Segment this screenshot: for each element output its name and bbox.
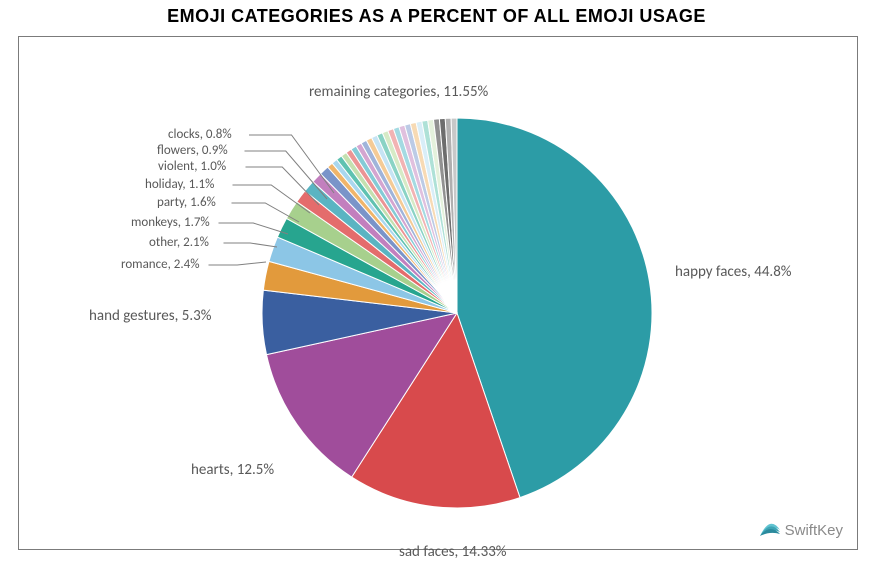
slice-label: sad faces, 14.33% xyxy=(399,543,507,561)
slice-label: clocks, 0.8% xyxy=(168,127,232,142)
slice-label: other, 2.1% xyxy=(149,235,209,250)
attribution-text: SwiftKey xyxy=(785,522,843,539)
slice-label: romance, 2.4% xyxy=(121,257,200,272)
slice-label: party, 1.6% xyxy=(157,195,216,210)
slice-label: hearts, 12.5% xyxy=(191,461,274,479)
slice-label: remaining categories, 11.55% xyxy=(309,83,488,101)
slice-label: violent, 1.0% xyxy=(158,159,226,174)
slice-label: happy faces, 44.8% xyxy=(675,263,792,281)
leader-line xyxy=(219,223,289,234)
attribution: SwiftKey xyxy=(759,521,843,539)
swiftkey-icon xyxy=(759,521,781,539)
slice-label: holiday, 1.1% xyxy=(145,177,214,192)
pie-chart xyxy=(19,37,857,549)
slice-label: hand gestures, 5.3% xyxy=(89,307,211,325)
chart-frame: happy faces, 44.8%sad faces, 14.33%heart… xyxy=(18,36,858,550)
chart-title: EMOJI CATEGORIES AS A PERCENT OF ALL EMO… xyxy=(0,6,873,27)
leader-line xyxy=(209,262,267,265)
slice-label: monkeys, 1.7% xyxy=(131,215,210,230)
leader-line xyxy=(224,243,278,247)
slice-label: flowers, 0.9% xyxy=(157,143,228,158)
